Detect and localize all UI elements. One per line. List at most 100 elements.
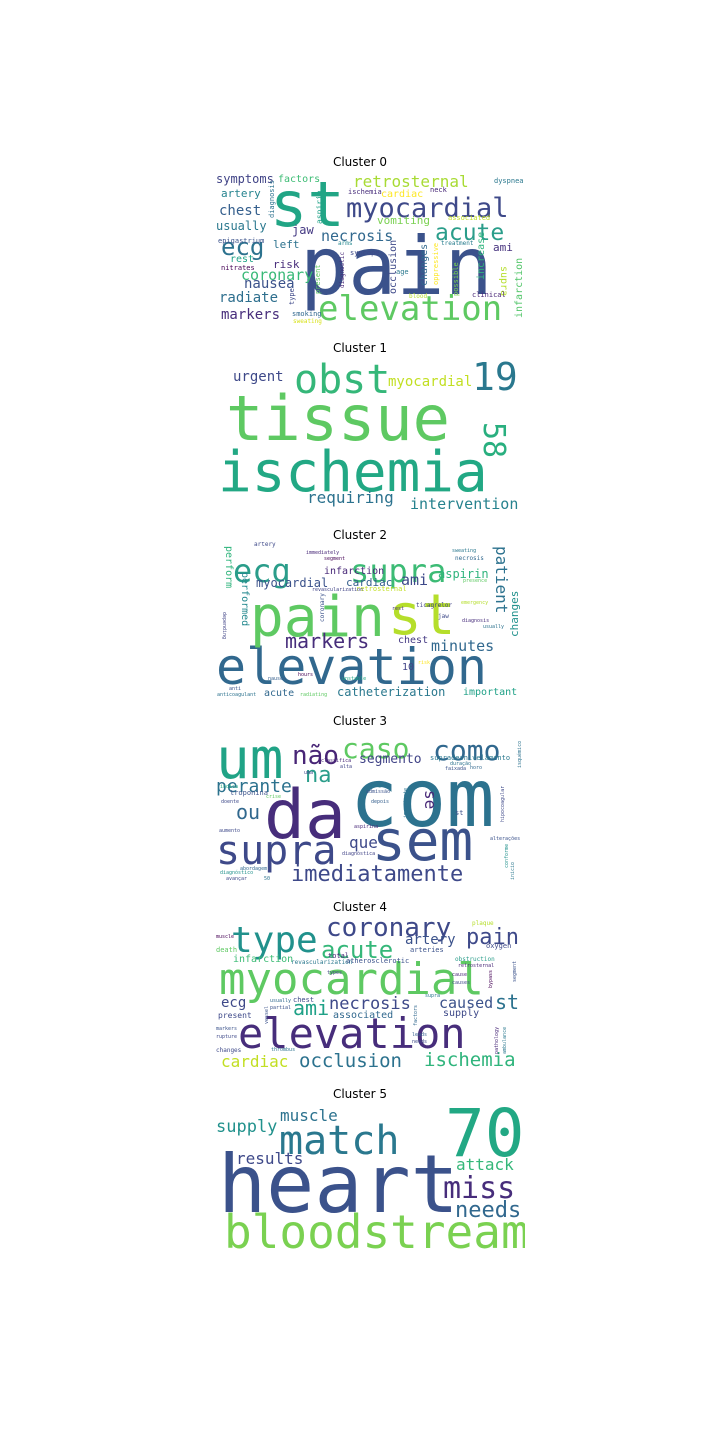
word-epigastrium: epigastrium xyxy=(218,237,264,245)
cluster-0-title: Cluster 0 xyxy=(332,155,388,169)
word-ou: ou xyxy=(236,800,260,824)
word-diagnostic: diagnostic xyxy=(339,251,346,288)
word-rupture: rupture xyxy=(216,1034,237,1040)
cluster-1-wordcloud: tissue ischemia obst 19 58 myocardial ur… xyxy=(216,356,525,514)
word-na: na xyxy=(305,763,332,788)
word-changes: changes xyxy=(216,1047,242,1054)
word-coronary: coronary xyxy=(241,266,313,284)
word-bloodstream: bloodstream xyxy=(224,1205,525,1258)
word-markers: markers xyxy=(221,307,280,323)
word-oxygen: oxygen xyxy=(486,942,511,950)
word-chest: chest xyxy=(398,635,428,646)
word-pathology: pathology xyxy=(494,1027,500,1054)
word-necrosis: necrosis xyxy=(321,227,393,245)
word-myocardial: myocardial xyxy=(346,193,509,224)
word-leads: leads xyxy=(412,1032,427,1038)
word-present: present xyxy=(314,264,322,294)
word-ami: ami xyxy=(401,571,428,589)
word-coronary: coronary xyxy=(319,593,326,622)
word-st: st xyxy=(455,809,463,817)
cluster-0-wordcloud-svg: pain st elevation myocardial acute ecg r… xyxy=(216,170,525,328)
word-unstable: unstable xyxy=(342,676,366,682)
word-present: present xyxy=(218,1011,252,1020)
word-revascularization: revascularization xyxy=(291,959,353,966)
word-hours: hours xyxy=(298,672,313,678)
word-usually: usually xyxy=(270,998,291,1004)
word-depois: depois xyxy=(371,799,389,805)
word-aumento: aumento xyxy=(219,828,240,834)
word-elevation: elevation xyxy=(318,289,502,328)
word-chest: chest xyxy=(293,996,314,1004)
word-supradesnivelamento: supradesnivelamento xyxy=(430,754,510,762)
word-blood: blood xyxy=(409,293,427,300)
word-needs: needs xyxy=(412,1039,427,1045)
word-factors: factors xyxy=(278,174,320,185)
word-19: 19 xyxy=(472,356,518,399)
word-jaw: jaw xyxy=(292,223,314,237)
word-cardiac: cardiac xyxy=(381,189,423,200)
word-conforme: conforme xyxy=(504,844,510,868)
word-diagnóstico: diagnóstico xyxy=(220,869,253,876)
word-10: 10 xyxy=(402,662,414,673)
word-duração: duração xyxy=(450,761,471,767)
word-dyspnea: dyspnea xyxy=(494,177,524,185)
word-muscle: muscle xyxy=(216,934,234,940)
word-ecg: ecg xyxy=(372,783,381,789)
word-smoking: smoking xyxy=(292,310,322,318)
word-thrombus: thrombus xyxy=(271,1047,295,1053)
cluster-3-wordcloud: com da um sem supra imediatamente não ca… xyxy=(216,728,525,886)
word-faixada: faixada xyxy=(445,766,466,772)
word-results: results xyxy=(236,1149,303,1168)
word-supra: supra xyxy=(425,993,440,999)
word-intervention: intervention xyxy=(410,495,518,513)
word-depending: depending xyxy=(221,612,227,639)
word-diagnosis: diagnosis xyxy=(462,618,489,624)
word-sweating: sweating xyxy=(452,548,476,554)
word-infarction: infarction xyxy=(324,566,384,577)
cluster-2-wordcloud: elevation pain st ecg supra markers pati… xyxy=(216,542,525,700)
word-acute: acute xyxy=(321,936,393,964)
word-markers: markers xyxy=(285,629,369,653)
word-ami: ami xyxy=(293,996,329,1020)
word-treatment: treatment xyxy=(441,240,474,247)
word-rest: rest xyxy=(392,606,404,612)
word-ticagrelor: ticagrelor xyxy=(416,602,453,609)
word-troponina: troponina xyxy=(230,789,268,797)
word-imediatamente: imediatamente xyxy=(291,862,463,886)
word-heart: heart xyxy=(218,1138,459,1231)
word-clinical: clinical xyxy=(472,291,506,299)
cluster-1-title: Cluster 1 xyxy=(332,341,388,355)
word-caused: caused xyxy=(439,994,493,1012)
word-supply: supply xyxy=(216,1117,277,1137)
word-se: se xyxy=(421,790,440,809)
word-pain: pain xyxy=(250,585,385,650)
word-infarction: infarction xyxy=(514,258,525,318)
word-associated: associated xyxy=(333,1010,393,1021)
word-cause: cause xyxy=(452,972,467,978)
word-associated: associated xyxy=(448,214,490,222)
word-diagnosis: diagnosis xyxy=(268,180,276,218)
word-coronary: coronary xyxy=(326,914,451,943)
word-ischemia: ischemia xyxy=(348,188,382,196)
word-requiring: requiring xyxy=(307,488,394,507)
cluster-1-wordcloud-svg: tissue ischemia obst 19 58 myocardial ur… xyxy=(218,356,518,513)
word-pain: pain xyxy=(300,220,493,313)
word-urgent: urgent xyxy=(233,369,284,385)
cluster-5-title: Cluster 5 xyxy=(332,1087,388,1101)
word-vomiting: vomiting xyxy=(377,214,430,227)
word-syncope: syncope xyxy=(350,249,380,257)
word-death: death xyxy=(216,946,237,954)
word-factors: factors xyxy=(413,1005,419,1026)
word-ischemia: ischemia xyxy=(218,440,488,505)
cluster-2-title: Cluster 2 xyxy=(332,528,388,542)
word-needs: needs xyxy=(455,1198,521,1223)
word-segmento: segmento xyxy=(359,752,422,767)
cluster-3-title: Cluster 3 xyxy=(332,714,388,728)
word-partial: partial xyxy=(270,1005,291,1011)
word-sweating: sweating xyxy=(293,318,322,325)
word-que: que xyxy=(349,833,378,852)
word-type: type xyxy=(288,288,296,305)
word-abordagem: abordagem xyxy=(240,866,267,872)
word-cardiac: cardiac xyxy=(221,1052,288,1071)
word-supra: supra xyxy=(350,552,446,590)
